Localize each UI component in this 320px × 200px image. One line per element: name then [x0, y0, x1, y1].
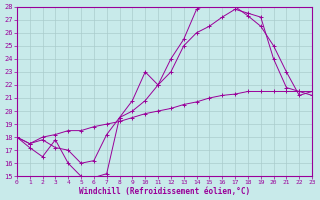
X-axis label: Windchill (Refroidissement éolien,°C): Windchill (Refroidissement éolien,°C): [79, 187, 250, 196]
